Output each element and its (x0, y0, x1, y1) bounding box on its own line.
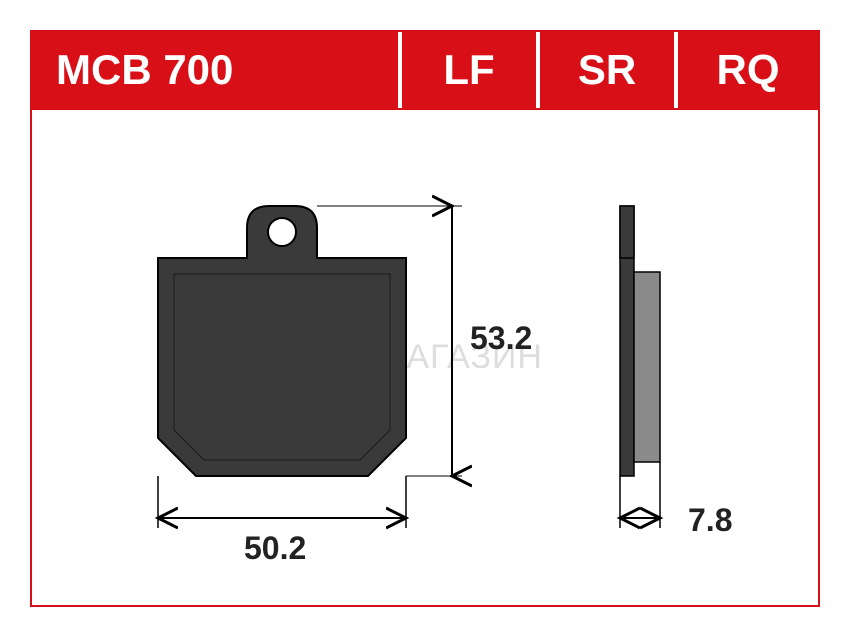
part-number-cell: MCB 700 (32, 32, 402, 108)
diagram-area: com.ua МАГАЗИН (32, 110, 818, 605)
variant-cell-rq: RQ (678, 32, 818, 108)
spec-card: MCB 700 LF SR RQ com.ua МАГАЗИН (30, 30, 820, 607)
variant-cell-sr: SR (540, 32, 678, 108)
brake-pad-front-view (158, 206, 406, 476)
header-row: MCB 700 LF SR RQ (32, 32, 818, 110)
dimension-thickness-label: 7.8 (688, 502, 732, 539)
dimension-width-label: 50.2 (244, 530, 306, 567)
brake-pad-side-view (620, 206, 660, 476)
dimension-width (158, 476, 406, 528)
dimension-height-label: 53.2 (470, 320, 532, 357)
variant-cell-lf: LF (402, 32, 540, 108)
